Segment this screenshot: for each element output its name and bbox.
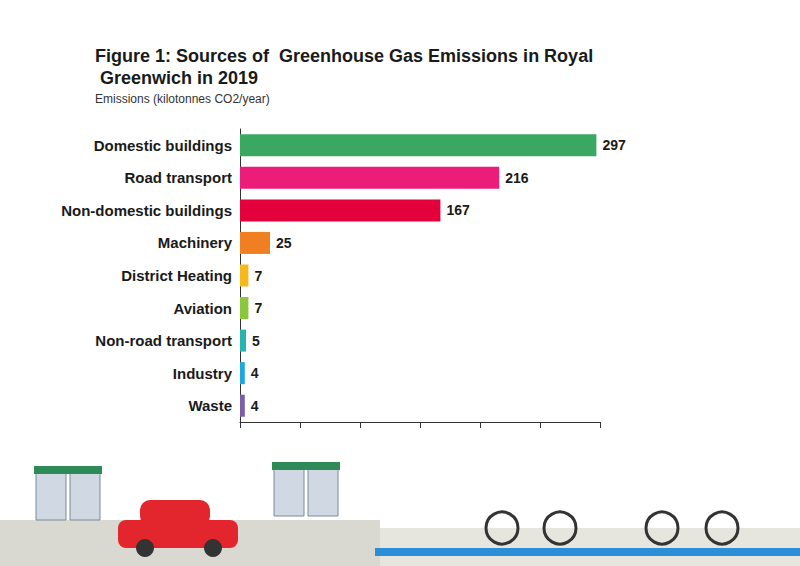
svg-text:Industry: Industry bbox=[173, 365, 233, 382]
svg-text:Greenwich in 2019: Greenwich in 2019 bbox=[95, 68, 258, 88]
svg-text:Road transport: Road transport bbox=[124, 169, 232, 186]
svg-text:Non-domestic buildings: Non-domestic buildings bbox=[61, 202, 232, 219]
svg-text:7: 7 bbox=[254, 268, 262, 284]
svg-text:25: 25 bbox=[276, 235, 292, 251]
svg-text:Domestic buildings: Domestic buildings bbox=[94, 137, 232, 154]
svg-text:District Heating: District Heating bbox=[121, 267, 232, 284]
svg-text:Machinery: Machinery bbox=[158, 234, 233, 251]
svg-text:4: 4 bbox=[251, 398, 259, 414]
svg-text:Aviation: Aviation bbox=[173, 300, 232, 317]
svg-text:7: 7 bbox=[254, 300, 262, 316]
svg-text:4: 4 bbox=[251, 365, 259, 381]
svg-text:216: 216 bbox=[505, 170, 529, 186]
svg-text:167: 167 bbox=[446, 202, 470, 218]
svg-text:Figure 1: Sources of Greenhou: Figure 1: Sources of Greenhouse Gas Emis… bbox=[95, 46, 593, 66]
svg-text:297: 297 bbox=[602, 137, 626, 153]
svg-text:5: 5 bbox=[252, 333, 260, 349]
svg-text:Emissions (kilotonnes CO2/year: Emissions (kilotonnes CO2/year) bbox=[95, 92, 270, 106]
svg-text:Non-road transport: Non-road transport bbox=[95, 332, 232, 349]
svg-text:Waste: Waste bbox=[188, 397, 232, 414]
